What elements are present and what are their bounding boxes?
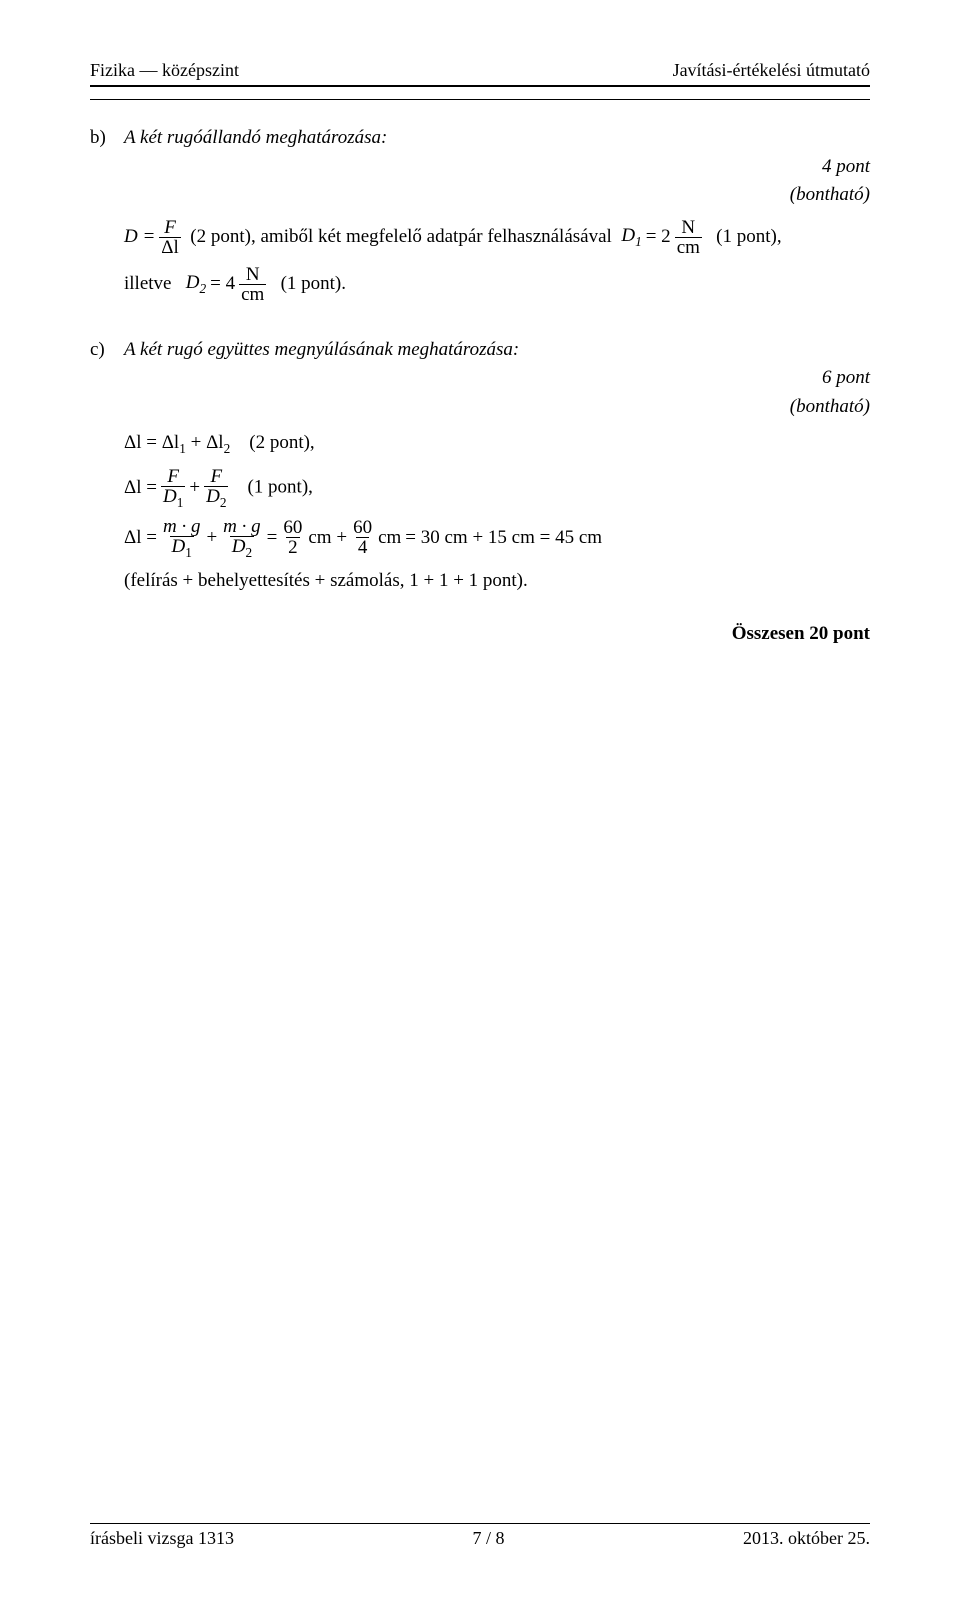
eq-d-lead: (2 pont), amiből két megfelelő adatpár f… <box>190 225 612 246</box>
eq-d2-line: illetve D2 = 4 N cm (1 pont). <box>124 265 870 304</box>
frac-f-over-dl: F Δl <box>159 218 181 257</box>
eq-d-note: (2 pont), amiből két megfelelő adatpár f… <box>186 225 622 246</box>
eq-c1-lhs: Δl = Δl <box>124 432 179 453</box>
header-left: Fizika — középszint <box>90 60 239 81</box>
eq-c2: Δl = F D1 + F D2 (1 pont), <box>124 467 870 509</box>
section-b-label: b) <box>90 124 124 153</box>
eq-c3-plus1: + <box>206 524 217 553</box>
header-right: Javítási-értékelési útmutató <box>673 60 870 81</box>
eq-c3-4: 4 <box>356 537 370 557</box>
sym-d1-sub: 1 <box>635 234 642 249</box>
eq-c2-plus: + <box>189 474 200 503</box>
eq-c3-d1: D <box>172 536 186 557</box>
sym-eq2: = 2 <box>646 223 671 252</box>
eq-c2-f1: F <box>165 467 181 486</box>
section-c-points-value: 6 pont <box>822 367 870 388</box>
footer-left: írásbeli vizsga 1313 <box>90 1528 234 1549</box>
section-b: b) A két rugóállandó meghatározása: 4 po… <box>90 124 870 312</box>
eq-c3-d1s: 1 <box>185 545 192 560</box>
eq-c3-result: = 30 cm + 15 cm = 45 cm <box>405 524 602 553</box>
section-c-points: 6 pont (bontható) <box>124 364 870 421</box>
unit-n-1: N <box>679 218 697 237</box>
eq-c1: Δl = Δl1 + Δl2 (2 pont), <box>124 429 870 459</box>
eq-c3: Δl = m · g D1 + m · g D2 = 60 2 cm + 60 <box>124 517 870 559</box>
frac-n-cm-2: N cm <box>239 265 266 304</box>
eq-d-definition: D = F Δl (2 pont), amiből két megfelelő … <box>124 218 870 257</box>
eq-c3-eq1: = <box>267 524 278 553</box>
eq-c2-lhs: Δl = <box>124 474 157 503</box>
frac-n-cm-1: N cm <box>675 218 702 257</box>
sym-d2: D <box>186 272 200 293</box>
sym-d-eq: D = <box>124 223 155 252</box>
eq-c3-d2s: 2 <box>245 545 252 560</box>
unit-cm-1: cm <box>675 237 702 257</box>
footer-rule <box>90 1523 870 1524</box>
frac-60-2: 60 2 <box>281 518 304 557</box>
footer-right: 2013. október 25. <box>743 1528 870 1549</box>
eq-c1-plus: + Δl <box>186 432 224 453</box>
sym-f: F <box>162 218 178 237</box>
eq-d2-tail: (1 pont). <box>281 272 346 293</box>
header-rule-thick <box>90 85 870 87</box>
unit-cm-2: cm <box>239 284 266 304</box>
header-rule-thin <box>90 99 870 100</box>
unit-n-2: N <box>244 265 262 284</box>
eq-c1-s2: 2 <box>224 441 231 456</box>
section-c-work: Δl = Δl1 + Δl2 (2 pont), Δl = F D1 + F D… <box>124 429 870 595</box>
eq-c1-note: (2 pont), <box>249 432 314 453</box>
eq-c3-cmplus: cm + <box>308 524 347 553</box>
eq-d1-tail: (1 pont), <box>716 225 781 246</box>
sym-eq4: = 4 <box>210 270 235 299</box>
section-c-label: c) <box>90 336 124 365</box>
frac-f-d1: F D1 <box>161 467 185 509</box>
page-header: Fizika — középszint Javítási-értékelési … <box>90 60 870 81</box>
illetve: illetve <box>124 272 171 293</box>
section-b-points: 4 pont (bontható) <box>124 153 870 210</box>
eq-c2-d1: D <box>163 486 177 507</box>
eq-c2-d1s: 1 <box>177 495 184 510</box>
frac-mg-d1: m · g D1 <box>161 517 202 559</box>
sym-dl: Δl <box>159 237 181 257</box>
eq-c3-cm: cm <box>378 524 401 553</box>
section-c: c) A két rugó együttes megnyúlásának meg… <box>90 336 870 596</box>
eq-c3-d2: D <box>232 536 246 557</box>
eq-c3-lhs: Δl = <box>124 524 157 553</box>
eq-c1-s1: 1 <box>179 441 186 456</box>
section-c-breakable: (bontható) <box>790 396 870 417</box>
section-b-title: A két rugóállandó meghatározása: <box>124 124 870 153</box>
eq-c3-60a: 60 <box>281 518 304 537</box>
eq-c2-f2: F <box>208 467 224 486</box>
footer-center: 7 / 8 <box>472 1528 504 1549</box>
total-points: Összesen 20 pont <box>90 623 870 645</box>
frac-f-d2: F D2 <box>204 467 228 509</box>
page-footer: írásbeli vizsga 1313 7 / 8 2013. október… <box>90 1523 870 1549</box>
sym-d1: D <box>621 225 635 246</box>
eq-c2-note: (1 pont), <box>247 476 312 497</box>
eq-c3-note: (felírás + behelyettesítés + számolás, 1… <box>124 567 870 596</box>
sym-d2-sub: 2 <box>199 281 206 296</box>
eq-c2-d2s: 2 <box>220 495 227 510</box>
section-b-breakable: (bontható) <box>790 184 870 205</box>
eq-c2-d2: D <box>206 486 220 507</box>
frac-mg-d2: m · g D2 <box>221 517 262 559</box>
section-b-points-value: 4 pont <box>822 156 870 177</box>
eq-c3-2: 2 <box>286 537 300 557</box>
eq-c3-60b: 60 <box>351 518 374 537</box>
section-c-title: A két rugó együttes megnyúlásának meghat… <box>124 336 870 365</box>
frac-60-4: 60 4 <box>351 518 374 557</box>
eq-c3-mg2: m · g <box>221 517 262 536</box>
eq-c3-mg1: m · g <box>161 517 202 536</box>
